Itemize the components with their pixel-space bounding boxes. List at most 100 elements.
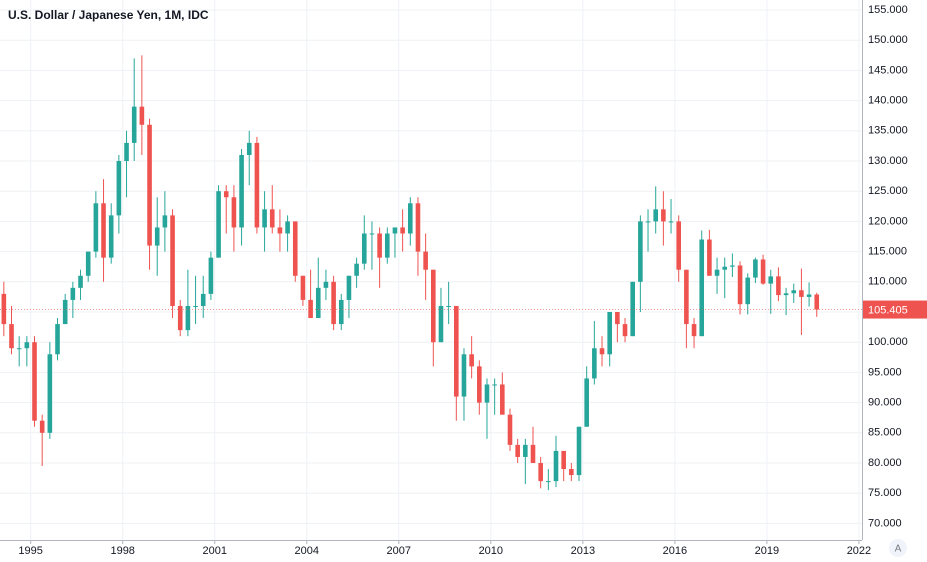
y-tick-label: 130.000 (868, 155, 908, 167)
candle-body (615, 312, 620, 325)
candle-body (799, 290, 804, 297)
x-tick-label: 2019 (755, 545, 779, 557)
candle-body (438, 305, 444, 343)
candle-body (484, 384, 490, 403)
candle-body (691, 324, 697, 337)
candle-body (768, 276, 774, 284)
candle-body (308, 299, 313, 319)
candle-body (400, 227, 405, 234)
candle-body (193, 305, 198, 307)
candle-body (645, 221, 651, 223)
candle-body (446, 305, 451, 307)
last-price-box (863, 300, 927, 319)
candle-body (369, 233, 375, 235)
candle-body (561, 450, 566, 470)
candle-body (599, 348, 605, 355)
candle-body (622, 324, 628, 337)
candle-body (185, 305, 191, 331)
candle-body (676, 221, 682, 270)
candle-body (361, 233, 367, 264)
candle-body (668, 221, 674, 223)
candle-body (546, 481, 551, 483)
y-tick-label: 110.000 (868, 276, 907, 288)
candle-body (737, 265, 743, 305)
candle-body (507, 414, 513, 445)
candle-body (1, 293, 7, 325)
candle-body (78, 275, 83, 288)
candle-body (699, 239, 705, 337)
candle-body (70, 287, 76, 300)
candle-body (108, 215, 114, 258)
candle-body (653, 209, 659, 222)
y-tick-label: 70.000 (868, 517, 902, 529)
candle-body (791, 290, 797, 294)
candle-body (177, 305, 183, 331)
auto-scale-label[interactable]: A (895, 544, 902, 555)
x-tick-label: 1998 (110, 545, 134, 557)
chart-title: U.S. Dollar / Japanese Yen, 1M, IDC (8, 8, 209, 22)
candle-body (523, 444, 528, 457)
x-tick-label: 2022 (847, 545, 871, 557)
candle-body (469, 354, 474, 367)
x-tick-label: 1995 (18, 545, 42, 557)
candle-body (323, 281, 329, 288)
candle-body (776, 276, 781, 296)
candle-body (338, 299, 344, 325)
candle-body (661, 209, 666, 222)
x-tick-label: 2010 (479, 545, 503, 557)
y-tick-label: 90.000 (868, 397, 902, 409)
candle-body (377, 233, 382, 258)
candle-body (354, 263, 359, 276)
x-tick-label: 2013 (571, 545, 595, 557)
candle-body (9, 324, 14, 349)
candle-body (707, 239, 712, 276)
candle-body (553, 450, 559, 482)
candle-body (477, 366, 482, 403)
candles (1, 55, 820, 491)
candle-body (431, 269, 436, 343)
candle-body (538, 462, 543, 482)
candle-body (285, 221, 290, 234)
candle-body (32, 342, 37, 421)
candle-body (569, 469, 574, 476)
candle-body (231, 197, 237, 228)
candle-body (47, 354, 53, 433)
y-tick-label: 95.000 (868, 366, 902, 378)
candle-body (147, 124, 152, 246)
candle-body (162, 215, 168, 228)
candle-body (783, 293, 789, 296)
candle-body (292, 221, 298, 276)
y-tick-label: 100.000 (868, 336, 908, 348)
last-price-label: 105.405 (868, 304, 908, 316)
candle-body (254, 142, 260, 228)
candle-body (500, 384, 505, 415)
candle-body (814, 294, 820, 310)
candle-body (154, 227, 160, 246)
candle-body (423, 251, 428, 270)
candle-body (592, 348, 597, 379)
candle-body (760, 259, 766, 284)
candle-body (139, 106, 145, 125)
candle-body (269, 209, 275, 228)
candle-body (576, 426, 582, 476)
candle-body (384, 233, 390, 258)
candle-body (246, 142, 252, 155)
candle-body (492, 384, 497, 386)
y-tick-label: 85.000 (868, 427, 902, 439)
candle-body (85, 251, 91, 276)
auto-scale-button[interactable] (889, 539, 907, 557)
candle-body (39, 420, 45, 433)
candle-body (714, 269, 720, 276)
y-tick-label: 125.000 (868, 185, 908, 197)
candle-body (530, 444, 536, 463)
candle-body (684, 269, 689, 325)
candle-body (630, 281, 635, 337)
y-tick-label: 150.000 (868, 34, 908, 46)
candle-body (806, 294, 812, 297)
candle-body (16, 348, 22, 350)
candle-body (607, 312, 612, 355)
y-tick-label: 120.000 (868, 215, 908, 227)
candle-body (55, 324, 60, 355)
